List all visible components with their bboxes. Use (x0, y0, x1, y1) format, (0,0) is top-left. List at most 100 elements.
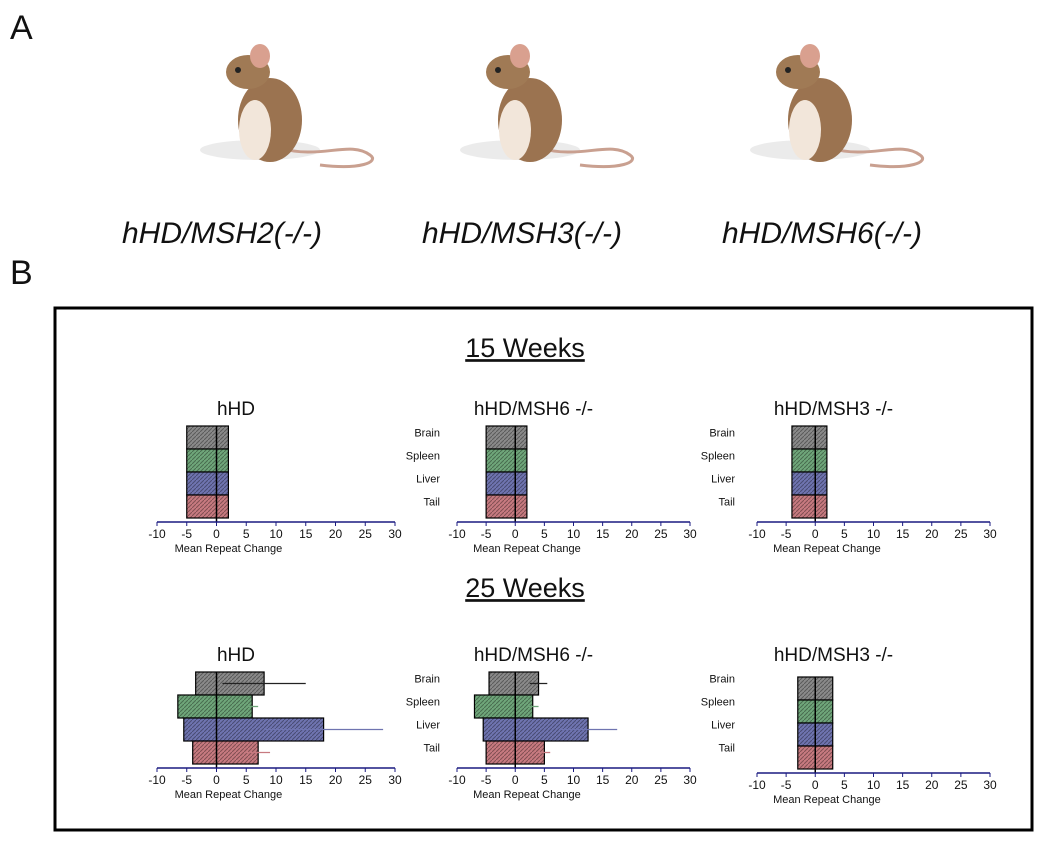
panel-label: A (10, 9, 33, 47)
x-tick-label: -5 (781, 527, 792, 541)
category-label: Brain (414, 427, 440, 439)
x-tick-label: 5 (841, 778, 848, 792)
x-tick-label: 20 (329, 773, 343, 787)
bar-hatch (486, 495, 527, 518)
x-tick-label: 0 (213, 773, 220, 787)
chart-title: hHD/MSH3 -/- (774, 645, 893, 666)
x-tick-label: -5 (781, 778, 792, 792)
strain-label: hHD/MSH3(-/-) (422, 217, 622, 250)
x-tick-label: 10 (567, 527, 581, 541)
bar-hatch (791, 426, 827, 449)
bar-hatch (186, 495, 229, 518)
x-tick-label: 20 (625, 773, 639, 787)
category-label: Tail (718, 496, 735, 508)
x-tick-label: 30 (683, 527, 697, 541)
strain-label: hHD/MSH2(-/-) (122, 217, 322, 250)
category-label: Tail (718, 742, 735, 754)
bar-hatch (791, 472, 827, 495)
x-tick-label: -5 (481, 527, 492, 541)
bar-hatch (177, 695, 253, 718)
x-axis-label: Mean Repeat Change (175, 543, 283, 555)
bar-hatch (186, 472, 229, 495)
x-tick-label: 15 (596, 773, 610, 787)
x-axis-label: Mean Repeat Change (175, 789, 283, 801)
x-tick-label: 5 (243, 527, 250, 541)
section-title: 25 Weeks (465, 573, 585, 603)
section-title: 15 Weeks (465, 333, 585, 363)
bar-hatch (489, 672, 539, 695)
panel-label: B (10, 254, 33, 292)
x-tick-label: 15 (896, 778, 910, 792)
panel-frame (53, 306, 1034, 832)
chart-title: hHD (217, 399, 255, 420)
category-label: Spleen (406, 696, 440, 708)
x-tick-label: 10 (867, 778, 881, 792)
x-tick-label: 15 (596, 527, 610, 541)
x-tick-label: 30 (983, 778, 997, 792)
mouse-image (198, 42, 375, 169)
category-label: Spleen (406, 450, 440, 462)
bar-hatch (186, 426, 229, 449)
category-label: Tail (423, 496, 440, 508)
category-label: Brain (414, 673, 440, 685)
category-label: Brain (709, 427, 735, 439)
x-tick-label: 20 (925, 778, 939, 792)
x-tick-label: 0 (812, 527, 819, 541)
x-tick-label: 10 (567, 773, 581, 787)
category-label: Liver (416, 719, 440, 731)
bar-hatch (486, 426, 527, 449)
x-tick-label: -10 (448, 527, 466, 541)
x-tick-label: 25 (359, 527, 373, 541)
x-tick-label: -10 (748, 527, 766, 541)
category-label: Brain (709, 673, 735, 685)
x-axis-label: Mean Repeat Change (473, 543, 581, 555)
x-tick-label: -5 (181, 527, 192, 541)
x-tick-label: 25 (954, 778, 968, 792)
x-tick-label: 25 (654, 773, 668, 787)
mouse-image (748, 42, 925, 169)
x-tick-label: 0 (512, 527, 519, 541)
bar-hatch (483, 718, 589, 741)
x-tick-label: 10 (867, 527, 881, 541)
x-tick-label: 0 (812, 778, 819, 792)
x-tick-label: -10 (148, 527, 166, 541)
x-tick-label: -10 (148, 773, 166, 787)
x-tick-label: 5 (541, 527, 548, 541)
x-tick-label: 0 (213, 527, 220, 541)
chart-title: hHD (217, 645, 255, 666)
x-tick-label: 5 (541, 773, 548, 787)
category-label: Liver (416, 473, 440, 485)
x-tick-label: -10 (448, 773, 466, 787)
x-tick-label: 0 (512, 773, 519, 787)
x-axis-label: Mean Repeat Change (773, 794, 881, 806)
x-tick-label: -10 (748, 778, 766, 792)
x-tick-label: -5 (181, 773, 192, 787)
x-tick-label: 30 (388, 773, 402, 787)
x-tick-label: 20 (925, 527, 939, 541)
x-tick-label: 20 (329, 527, 343, 541)
strain-label: hHD/MSH6(-/-) (722, 217, 922, 250)
x-tick-label: 5 (243, 773, 250, 787)
category-label: Spleen (701, 696, 735, 708)
x-tick-label: 15 (896, 527, 910, 541)
bar-hatch (791, 449, 827, 472)
bar-hatch (186, 449, 229, 472)
x-tick-label: 30 (683, 773, 697, 787)
x-tick-label: 25 (359, 773, 373, 787)
x-tick-label: 30 (388, 527, 402, 541)
x-axis-label: Mean Repeat Change (473, 789, 581, 801)
chart-title: hHD/MSH6 -/- (474, 645, 593, 666)
category-label: Liver (711, 719, 735, 731)
category-label: Liver (711, 473, 735, 485)
x-tick-label: 5 (841, 527, 848, 541)
chart-title: hHD/MSH3 -/- (774, 399, 893, 420)
x-axis-label: Mean Repeat Change (773, 543, 881, 555)
bar-hatch (474, 695, 533, 718)
x-tick-label: 25 (654, 527, 668, 541)
x-tick-label: 30 (983, 527, 997, 541)
x-tick-label: -5 (481, 773, 492, 787)
category-label: Spleen (701, 450, 735, 462)
x-tick-label: 10 (269, 527, 283, 541)
bar-hatch (192, 741, 259, 764)
